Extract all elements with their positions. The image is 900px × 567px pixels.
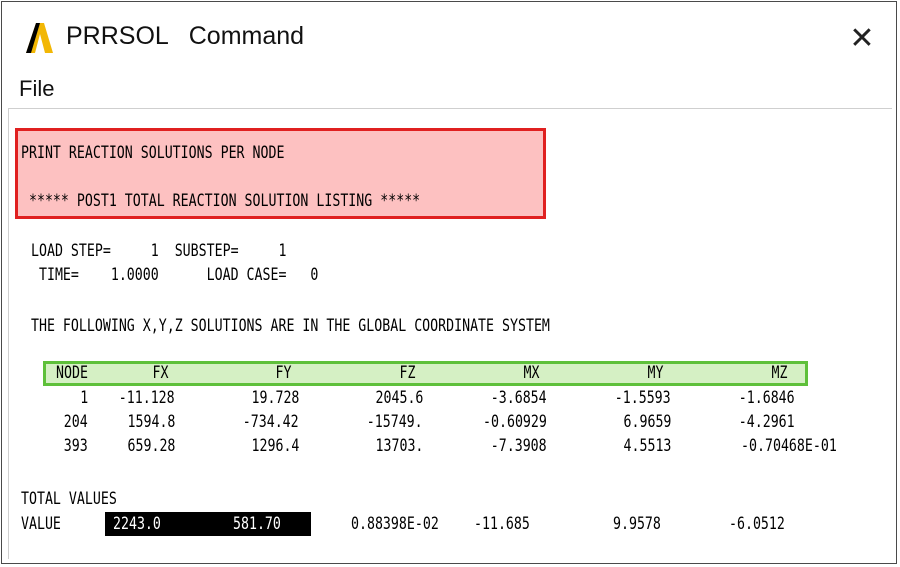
menu-bar: File: [2, 70, 896, 106]
table-cell-my: -1.5593: [615, 388, 671, 408]
table-cell-fz: 13703.: [375, 436, 423, 456]
total-mx-value: -11.685: [474, 514, 530, 534]
table-cell-node: 393: [64, 436, 88, 456]
time-line: TIME= 1.0000 LOAD CASE= 0: [31, 265, 319, 285]
table-cell-mz: -0.70468E-01: [741, 436, 837, 456]
table-cell-my: 6.9659: [623, 412, 671, 432]
col-header-fz: FZ: [399, 363, 415, 383]
heading-highlight-box: [15, 128, 546, 219]
column-header-highlight-box: [43, 361, 808, 386]
total-values-label: TOTAL VALUES: [21, 489, 117, 509]
table-cell-fy: 1296.4: [251, 436, 299, 456]
table-cell-my: 4.5513: [623, 436, 671, 456]
menu-file[interactable]: File: [19, 76, 55, 101]
table-cell-fz: -15749.: [367, 412, 423, 432]
table-cell-fy: -734.42: [243, 412, 299, 432]
col-header-fx: FX: [152, 363, 168, 383]
total-my-value: 9.9578: [613, 514, 661, 534]
table-cell-fy: 19.728: [251, 388, 299, 408]
title-app-name: PRRSOL: [66, 22, 168, 50]
table-cell-node: 204: [64, 412, 88, 432]
table-cell-node: 1: [80, 388, 88, 408]
listing-subheading: ***** POST1 TOTAL REACTION SOLUTION LIST…: [21, 191, 421, 211]
output-listing: PRINT REACTION SOLUTIONS PER NODE ***** …: [8, 108, 892, 559]
col-header-mx: MX: [523, 363, 539, 383]
table-cell-mz: -4.2961: [739, 412, 795, 432]
total-fy-value: 581.70: [233, 514, 281, 534]
value-label: VALUE: [21, 514, 61, 534]
table-cell-fx: -11.128: [119, 388, 175, 408]
ansys-logo-icon: [20, 20, 56, 56]
totals-highlight-selection: 2243.0 581.70: [105, 512, 311, 536]
coordinate-system-line: THE FOLLOWING X,Y,Z SOLUTIONS ARE IN THE…: [31, 316, 550, 336]
table-cell-mx: -3.6854: [491, 388, 547, 408]
title-command: Command: [188, 22, 305, 50]
table-cell-mx: -0.60929: [483, 412, 547, 432]
table-cell-fx: 659.28: [127, 436, 175, 456]
total-fz-value: 0.88398E-02: [351, 514, 439, 534]
col-header-mz: MZ: [771, 363, 787, 383]
total-fx-value: 2243.0: [113, 514, 161, 534]
table-cell-fz: 2045.6: [375, 388, 423, 408]
load-step-line: LOAD STEP= 1 SUBSTEP= 1: [31, 241, 287, 261]
table-cell-fx: 1594.8: [127, 412, 175, 432]
total-mz-value: -6.0512: [729, 514, 785, 534]
window-title: PRRSOL Command: [66, 22, 304, 51]
table-cell-mx: -7.3908: [491, 436, 547, 456]
title-bar: PRRSOL Command ✕: [2, 2, 896, 68]
col-header-my: MY: [647, 363, 663, 383]
listing-heading: PRINT REACTION SOLUTIONS PER NODE: [21, 143, 285, 163]
col-header-fy: FY: [275, 363, 291, 383]
close-button[interactable]: ✕: [842, 18, 882, 58]
col-header-node: NODE: [56, 363, 88, 383]
close-icon: ✕: [849, 21, 875, 55]
table-cell-mz: -1.6846: [739, 388, 795, 408]
